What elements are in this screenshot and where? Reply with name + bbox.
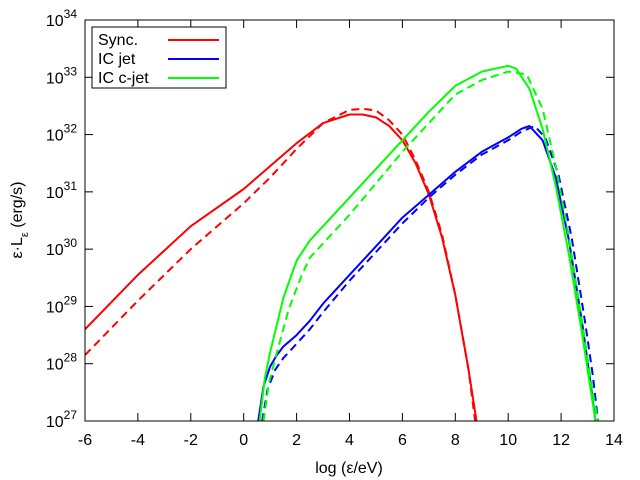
x-tick-label: 8 (451, 432, 460, 449)
x-tick-label: 6 (398, 432, 407, 449)
y-tick-label-base: 10 (46, 299, 64, 316)
y-tick-label-base: 10 (46, 414, 64, 431)
x-tick-label: -6 (78, 432, 92, 449)
y-tick-label: 1032 (46, 122, 77, 145)
y-axis-title-suffix: (erg/s) (9, 182, 26, 233)
y-tick-label: 1028 (46, 351, 77, 374)
x-tick-labels: -6 -4 -2 0 2 4 6 8 10 12 14 (78, 432, 623, 449)
y-axis-title-subscript: ε (19, 232, 31, 237)
legend-label-sync: Sync. (98, 32, 138, 49)
x-tick-label: 12 (552, 432, 570, 449)
y-tick-label-exponent: 27 (64, 408, 78, 422)
y-tick-label-base: 10 (46, 357, 64, 374)
series-line-ic-c-jet-solid (258, 64, 597, 421)
y-tick-label-base: 10 (46, 128, 64, 145)
x-tick-label: 4 (345, 432, 354, 449)
legend-label-ic-jet: IC jet (98, 51, 136, 68)
series-lines (85, 64, 600, 421)
y-tick-label-base: 10 (46, 70, 64, 87)
y-tick-label: 1031 (46, 179, 77, 202)
x-axis-title: log (ε/eV) (315, 460, 383, 477)
legend-label-ic-c-jet: IC c-jet (98, 70, 149, 87)
y-tick-label: 1033 (46, 64, 77, 87)
y-tick-label-exponent: 28 (64, 351, 78, 365)
y-tick-label: 1027 (46, 408, 77, 431)
y-tick-label-exponent: 31 (64, 179, 78, 193)
y-tick-label: 1034 (46, 7, 77, 30)
series-line-ic-jet-solid (257, 125, 597, 421)
legend: Sync. IC jet IC c-jet (91, 26, 227, 89)
y-tick-label-exponent: 34 (64, 7, 78, 21)
y-tick-label-exponent: 29 (64, 293, 78, 307)
y-axis-title: ε·Lε (erg/s) (9, 182, 31, 259)
y-tick-label: 1029 (46, 293, 77, 316)
y-tick-label: 1030 (46, 236, 77, 259)
x-tick-label: 10 (499, 432, 517, 449)
y-axis-title-prefix: ε·L (9, 237, 26, 258)
y-tick-label-exponent: 30 (64, 236, 78, 250)
y-tick-label-exponent: 32 (64, 122, 78, 136)
series-line-ic-jet-dashed (261, 125, 600, 421)
x-tick-label: -4 (131, 432, 145, 449)
x-tick-label: 0 (239, 432, 248, 449)
x-tick-label: -2 (184, 432, 198, 449)
y-tick-label-exponent: 33 (64, 64, 78, 78)
plot-frame (84, 19, 615, 422)
series-line-ic-c-jet-dashed (262, 70, 600, 421)
series-line-sync-dashed (85, 107, 477, 421)
x-tick-label: 14 (605, 432, 623, 449)
y-tick-label-base: 10 (46, 242, 64, 259)
series-line-sync-solid (85, 113, 478, 421)
x-tick-label: 2 (292, 432, 301, 449)
y-tick-label-base: 10 (46, 185, 64, 202)
y-tick-label-base: 10 (46, 13, 64, 30)
